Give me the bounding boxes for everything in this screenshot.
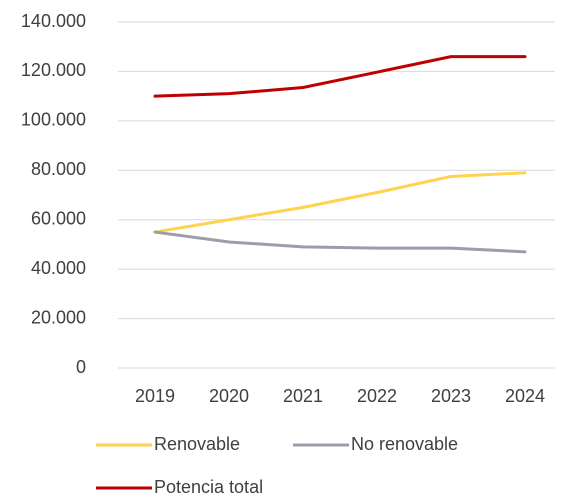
y-tick-label: 60.000 [31,208,86,228]
series-line [153,171,527,234]
y-tick-label: 0 [76,357,86,377]
y-tick-label: 40.000 [31,258,86,278]
series-line [153,55,527,98]
y-tick-label: 100.000 [21,110,86,130]
x-tick-label: 2020 [209,386,249,406]
y-tick-label: 140.000 [21,11,86,31]
x-tick-label: 2021 [283,386,323,406]
series-line [153,230,527,254]
legend-label: Renovable [154,434,240,454]
x-tick-label: 2023 [431,386,471,406]
y-tick-label: 120.000 [21,60,86,80]
x-tick-label: 2024 [505,386,545,406]
x-tick-label: 2022 [357,386,397,406]
y-tick-label: 80.000 [31,159,86,179]
legend-label: Potencia total [154,477,263,497]
legend-label: No renovable [351,434,458,454]
x-tick-label: 2019 [135,386,175,406]
y-tick-label: 20.000 [31,307,86,327]
